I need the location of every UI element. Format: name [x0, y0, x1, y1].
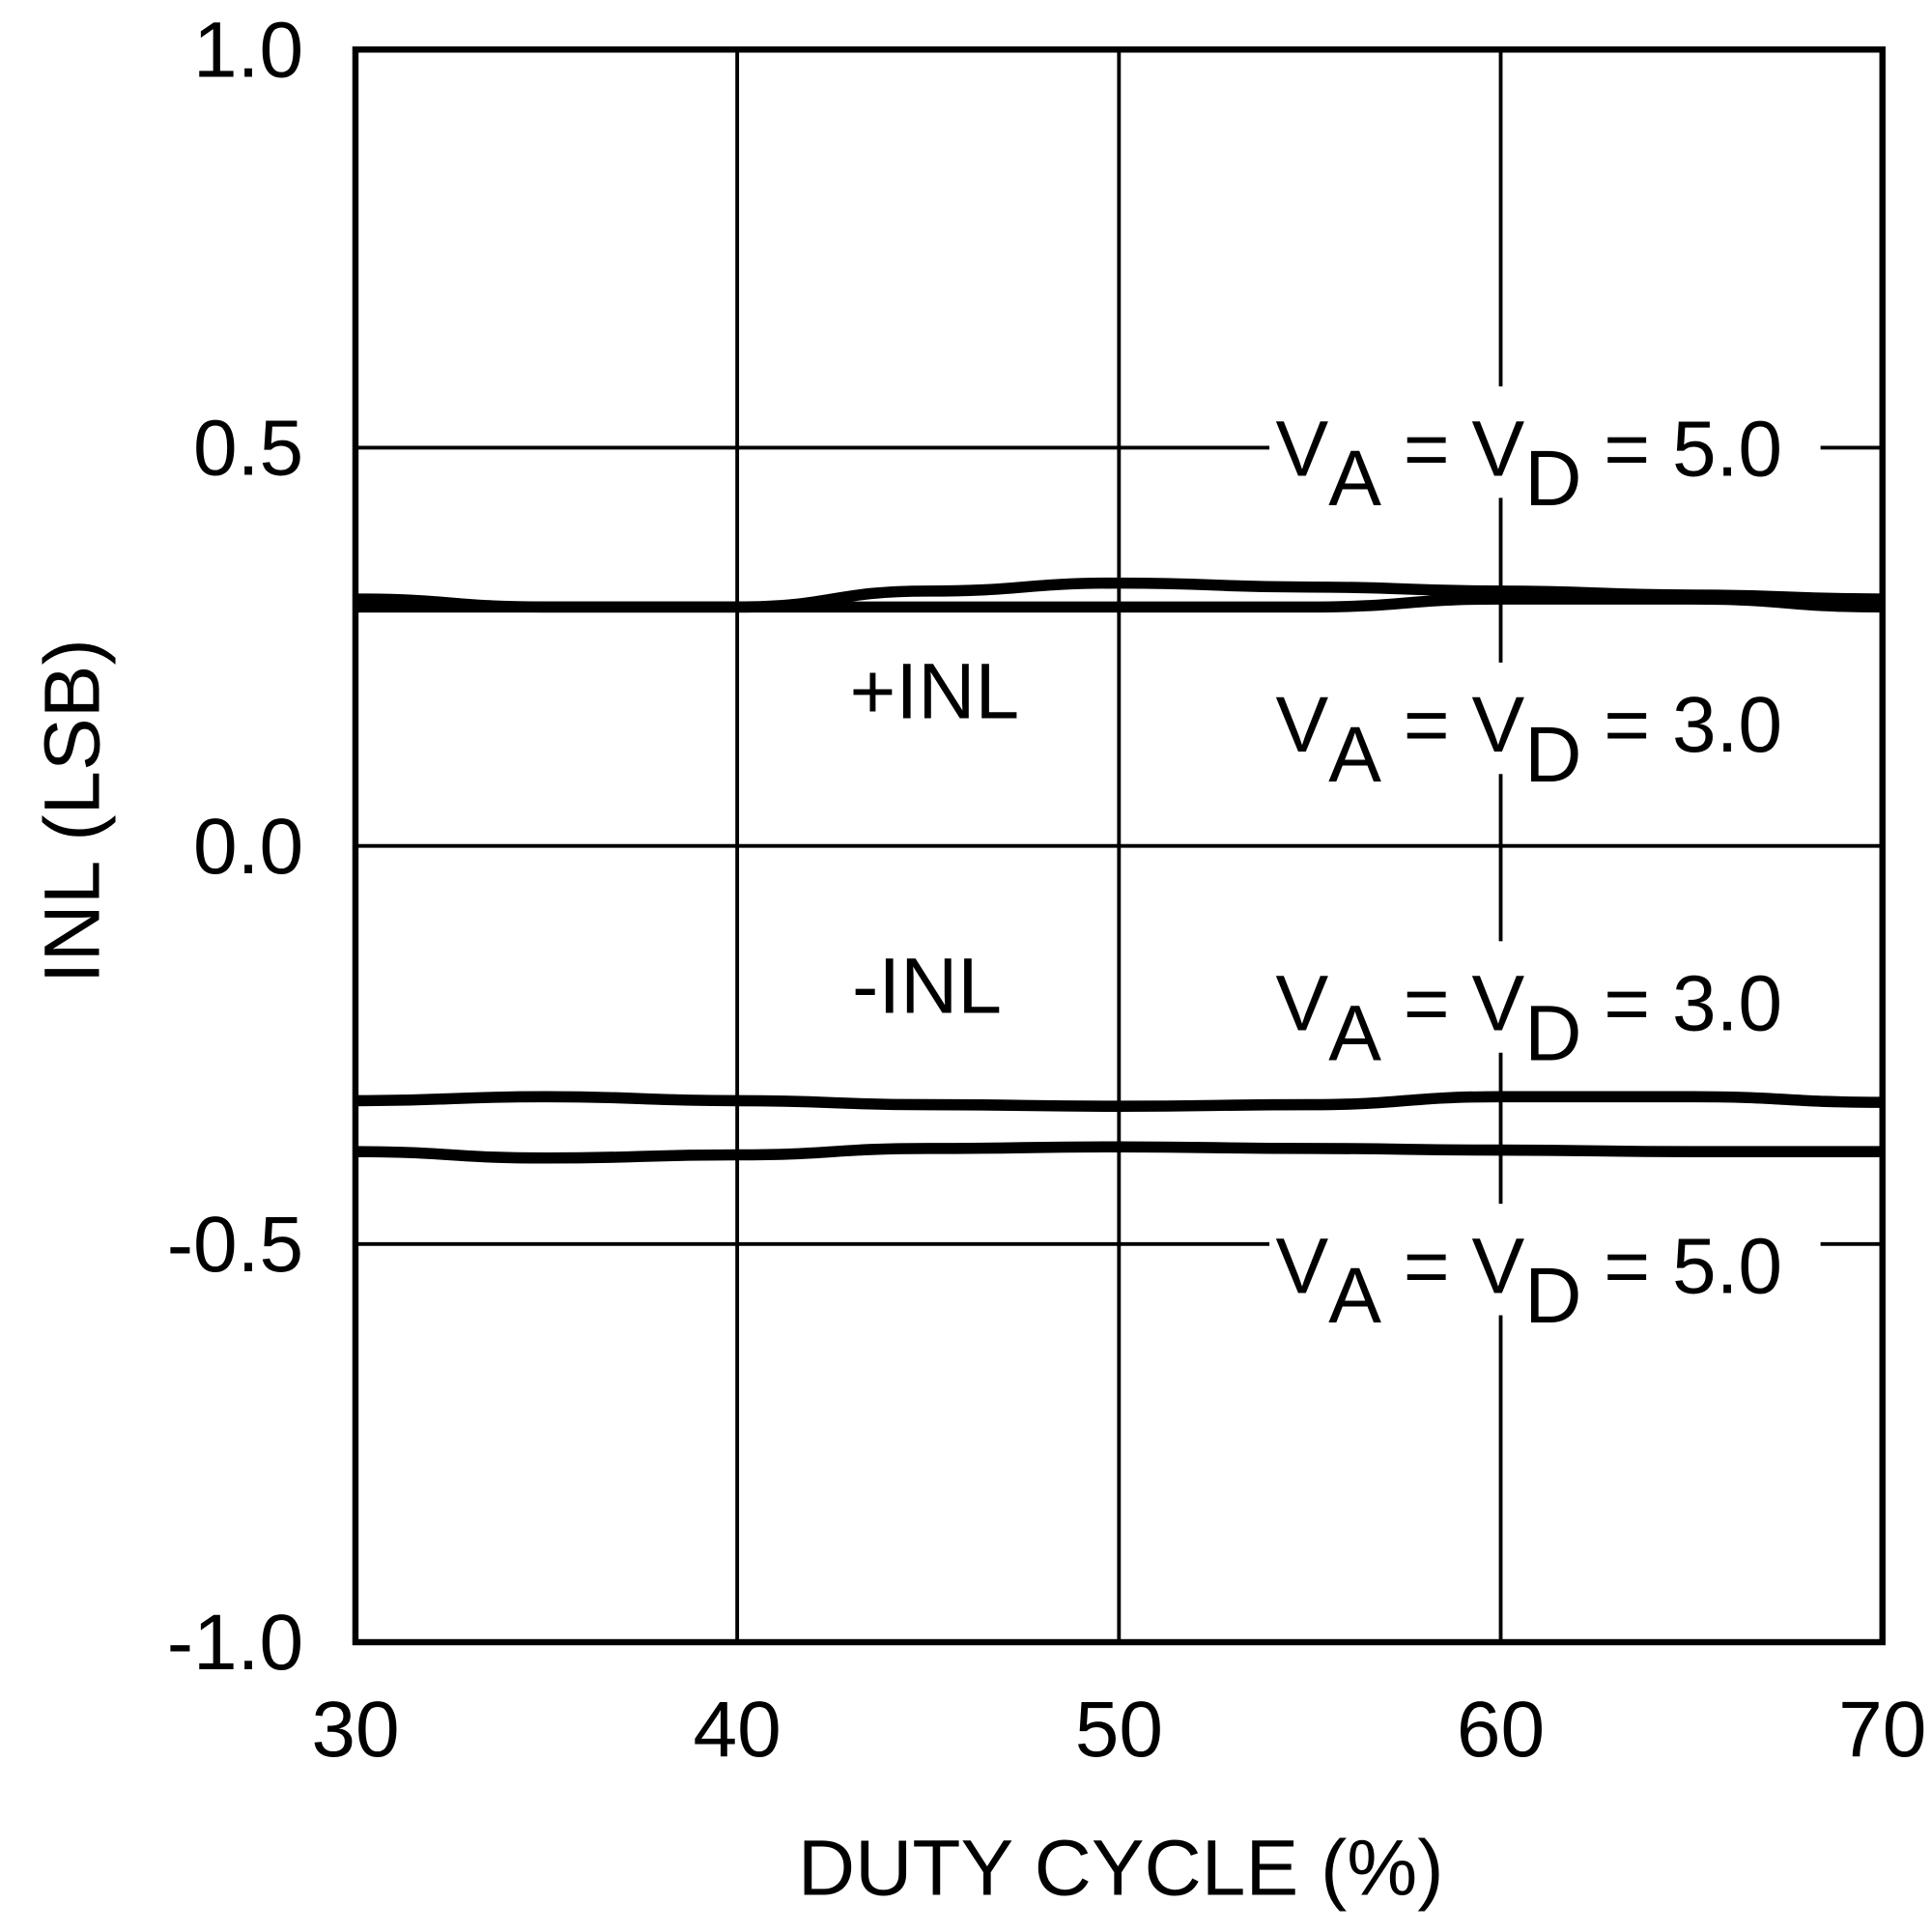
y-axis-label: INL (LSB) — [29, 639, 117, 983]
subscript: A — [1328, 435, 1381, 523]
label-background — [1269, 941, 1821, 1053]
supply-voltage-text: VA = VD = 3.0 — [1276, 681, 1783, 799]
y-tick-label: -0.5 — [167, 1201, 303, 1289]
x-tick-label: 70 — [1838, 1686, 1926, 1774]
labels: VA = VD = 5.0VA = VD = 3.0VA = VD = 3.0V… — [1269, 386, 1821, 1340]
grid — [354, 47, 1885, 1644]
x-tick-label: 60 — [1457, 1686, 1545, 1774]
x-tick-label: 40 — [694, 1686, 781, 1774]
supply-voltage-label: VA = VD = 3.0 — [1269, 941, 1821, 1077]
subscript: A — [1328, 711, 1381, 799]
y-tick-label: 1.0 — [193, 6, 303, 94]
supply-voltage-label: VA = VD = 3.0 — [1269, 662, 1821, 799]
series-line-3 — [355, 1141, 1883, 1164]
label-part: V — [1276, 681, 1329, 769]
x-tick-label: 30 — [311, 1686, 399, 1774]
label-part: = — [1381, 1222, 1472, 1310]
curves — [355, 577, 1883, 1164]
label-background — [1269, 662, 1821, 775]
label-part: = 5.0 — [1581, 405, 1782, 493]
label-part: = — [1381, 405, 1472, 493]
series-line-2 — [355, 1091, 1883, 1112]
subscript: D — [1524, 435, 1581, 523]
supply-voltage-text: VA = VD = 5.0 — [1276, 1222, 1783, 1340]
label-part: V — [1471, 1222, 1524, 1310]
label-part: V — [1276, 1222, 1329, 1310]
plot-frame — [352, 46, 1886, 1646]
label-part: = 3.0 — [1581, 681, 1782, 769]
label-part: V — [1276, 405, 1329, 493]
plus-inl-label: +INL — [849, 648, 1019, 736]
label-part: V — [1276, 960, 1329, 1048]
subscript: A — [1328, 1252, 1381, 1340]
minus-inl-label: -INL — [852, 943, 1002, 1031]
label-background — [1269, 1204, 1821, 1316]
label-part: V — [1471, 405, 1524, 493]
label-part: = 3.0 — [1581, 960, 1782, 1048]
subscript: D — [1524, 711, 1581, 799]
x-axis-label: DUTY CYCLE (%) — [798, 1825, 1444, 1913]
y-tick-label: 0.5 — [193, 405, 303, 493]
label-part: = — [1381, 681, 1472, 769]
subscript: D — [1524, 989, 1581, 1077]
label-part: V — [1471, 960, 1524, 1048]
label-part: = — [1381, 960, 1472, 1048]
supply-voltage-text: VA = VD = 5.0 — [1276, 405, 1783, 523]
tick-labels: 30 40 50 60 70 1.0 0.5 0.0 -0.5 -1.0 — [167, 6, 1927, 1773]
supply-voltage-text: VA = VD = 3.0 — [1276, 960, 1783, 1078]
supply-voltage-label: VA = VD = 5.0 — [1269, 1204, 1821, 1340]
y-tick-label: -1.0 — [167, 1599, 303, 1687]
label-background — [1269, 386, 1821, 498]
label-part: V — [1471, 681, 1524, 769]
supply-voltage-label: VA = VD = 5.0 — [1269, 386, 1821, 523]
subscript: A — [1328, 989, 1381, 1077]
y-tick-label: 0.0 — [193, 803, 303, 891]
series-line-1 — [355, 593, 1883, 613]
label-part: = 5.0 — [1581, 1222, 1782, 1310]
subscript: D — [1524, 1252, 1581, 1340]
x-tick-label: 50 — [1075, 1686, 1163, 1774]
